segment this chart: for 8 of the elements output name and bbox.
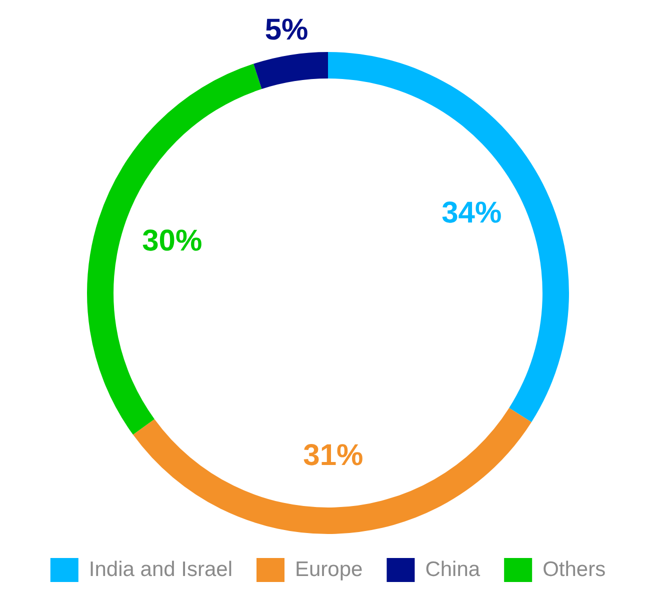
data-label: 31% (303, 439, 364, 472)
legend-label: Others (542, 558, 606, 581)
legend-label: India and Israel (88, 558, 233, 581)
legend-label: China (425, 558, 480, 581)
data-label: 34% (442, 196, 502, 230)
data-label: 30% (142, 224, 202, 258)
legend-label: Europe (294, 558, 363, 581)
data-label: 5% (264, 14, 308, 47)
